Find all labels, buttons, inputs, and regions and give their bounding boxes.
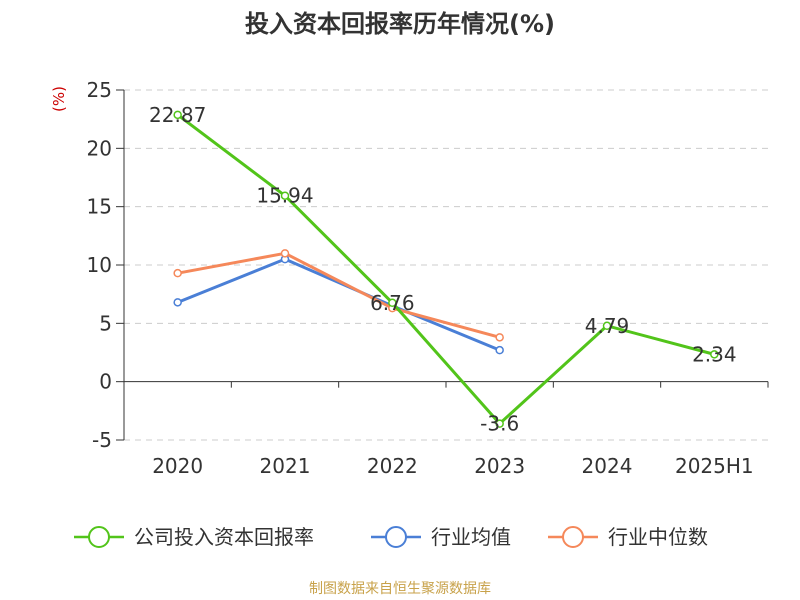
legend-marker-icon — [562, 526, 584, 548]
data-point — [280, 249, 290, 258]
series-line — [176, 113, 715, 426]
y-tick-label: 10 — [87, 253, 112, 277]
y-tick-label: 20 — [87, 136, 112, 160]
data-point — [173, 298, 182, 307]
data-label: 4.79 — [585, 314, 630, 338]
legend-marker-icon — [385, 526, 407, 548]
chart-title: 投入资本回报率历年情况(%) — [245, 10, 555, 38]
data-point — [388, 298, 397, 308]
y-tick-label: 0 — [99, 370, 112, 394]
data-label: 6.76 — [370, 291, 415, 315]
series-line — [177, 251, 501, 339]
data-point — [495, 345, 504, 355]
data-point — [495, 419, 504, 428]
data-point — [280, 191, 290, 200]
x-tick-label: 2025H1 — [675, 454, 754, 478]
data-label: 22.87 — [149, 103, 206, 127]
data-point — [173, 268, 182, 278]
y-tick-label: -5 — [92, 428, 112, 452]
data-point — [710, 350, 719, 359]
x-tick-label: 2020 — [152, 454, 203, 478]
legend: 公司投入资本回报率 行业均值 行业中位数 — [74, 525, 708, 549]
data-label: 15.94 — [256, 184, 313, 208]
series-lines — [173, 110, 719, 428]
legend-label: 公司投入资本回报率 — [134, 525, 314, 549]
x-tick-label: 2022 — [367, 454, 418, 478]
data-point — [495, 333, 504, 342]
data-point — [602, 321, 612, 331]
x-tick-label: 2023 — [474, 454, 525, 478]
y-tick-label: 5 — [99, 311, 112, 335]
series-line — [177, 257, 501, 352]
data-label: 2.34 — [692, 342, 737, 366]
data-labels: 22.87 15.94 6.76 -3.6 4.79 2.34 — [149, 103, 737, 436]
legend-label: 行业中位数 — [608, 525, 708, 549]
legend-marker-icon — [88, 526, 110, 548]
data-label: -3.6 — [480, 412, 519, 436]
source-note: 制图数据来自恒生聚源数据库 — [309, 581, 491, 597]
y-tick-label: 15 — [87, 195, 112, 219]
legend-label: 行业均值 — [431, 525, 511, 549]
y-tick-label: 25 — [87, 78, 112, 102]
x-tick-label: 2021 — [260, 454, 311, 478]
x-tick-label: 2024 — [582, 454, 633, 478]
data-point — [173, 110, 182, 120]
axes: -5 0 5 10 15 20 25 2020 2021 2022 2023 2024 2025H1 — [87, 78, 769, 478]
